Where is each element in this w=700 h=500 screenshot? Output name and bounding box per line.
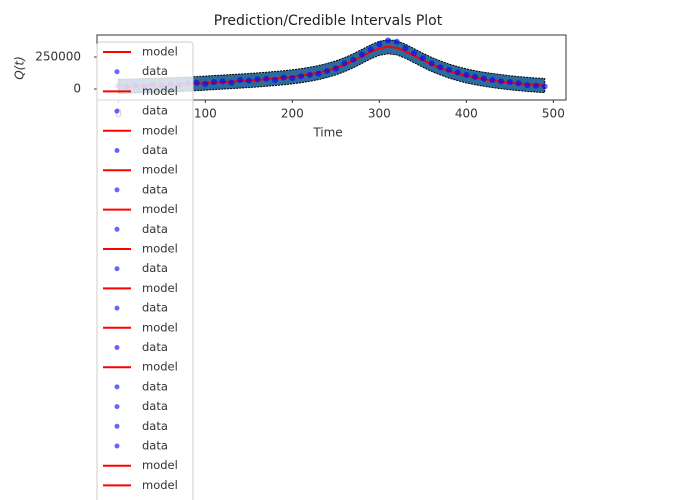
data-point [237, 77, 244, 84]
data-point [385, 37, 392, 44]
data-point [472, 73, 479, 80]
x-tick-label: 300 [368, 107, 391, 121]
legend-label: data [142, 419, 168, 433]
x-tick-label: 400 [455, 107, 478, 121]
legend-label: data [142, 340, 168, 354]
data-point [480, 75, 487, 82]
data-point [280, 74, 287, 81]
legend-marker [114, 404, 120, 410]
y-tick-label: 0 [73, 81, 81, 95]
data-point [376, 41, 383, 48]
data-point [306, 71, 313, 78]
data-point [332, 65, 339, 72]
data-point [524, 82, 531, 89]
data-point [445, 66, 452, 73]
data-point [411, 50, 418, 57]
data-point [358, 51, 365, 58]
data-point [498, 78, 505, 85]
legend-label: model [142, 458, 178, 472]
data-point [350, 56, 357, 63]
data-point [463, 71, 470, 78]
chart-title: Prediction/Credible Intervals Plot [214, 13, 443, 29]
x-tick-label: 200 [281, 107, 304, 121]
x-axis-label: Time [312, 126, 342, 140]
legend-label: model [142, 202, 178, 216]
legend-label: model [142, 360, 178, 374]
legend-box [96, 41, 194, 500]
legend-label: model [142, 163, 178, 177]
legend-label: model [142, 478, 178, 492]
legend-label: model [142, 45, 178, 59]
data-point [271, 77, 278, 84]
legend-label: data [142, 182, 168, 196]
data-point [489, 77, 496, 84]
data-point [324, 68, 331, 75]
data-point [298, 73, 305, 80]
data-point [228, 79, 235, 86]
data-point [419, 55, 426, 62]
legend-marker [114, 345, 120, 350]
y-tick-label: 250000 [35, 50, 81, 64]
data-point [367, 46, 374, 53]
data-point [428, 60, 435, 67]
data-point [193, 79, 200, 86]
legend-label: model [142, 242, 178, 256]
data-point [532, 82, 539, 89]
legend-marker [114, 69, 120, 75]
data-point [315, 70, 322, 77]
legend-label: model [142, 320, 178, 334]
data-point [402, 45, 409, 52]
legend-label: model [142, 123, 178, 137]
data-point [341, 60, 348, 67]
legend-marker [114, 443, 120, 449]
legend-marker [114, 384, 120, 390]
data-point [263, 75, 270, 82]
legend-marker [114, 226, 120, 232]
legend-label: data [142, 104, 168, 118]
legend-marker [114, 305, 120, 311]
data-point [541, 83, 548, 90]
legend-label: data [142, 261, 168, 275]
legend-label: model [142, 281, 178, 295]
x-tick-label: 500 [542, 107, 565, 121]
legend-marker [114, 108, 120, 114]
data-point [454, 69, 461, 76]
legend-label: data [142, 399, 168, 413]
data-point [437, 64, 444, 71]
data-point [211, 78, 218, 85]
legend-label: data [142, 222, 168, 236]
data-point [202, 80, 209, 87]
legend-label: model [142, 84, 178, 98]
x-tick-label: 100 [194, 107, 217, 121]
legend-marker [114, 423, 120, 429]
data-point [515, 80, 522, 87]
legend-label: data [142, 301, 168, 315]
y-axis-label: Q(t) [13, 56, 27, 80]
data-point [289, 75, 296, 82]
data-point [254, 76, 261, 83]
data-point [245, 77, 252, 84]
data-point [393, 38, 400, 45]
legend-label: data [142, 439, 168, 453]
legend-marker [114, 266, 120, 272]
legend-label: data [142, 143, 168, 157]
legend-marker [114, 187, 120, 193]
legend-label: data [142, 64, 168, 78]
data-point [219, 78, 226, 85]
data-point [506, 78, 513, 85]
legend-marker [114, 148, 120, 153]
legend-label: data [142, 379, 168, 393]
